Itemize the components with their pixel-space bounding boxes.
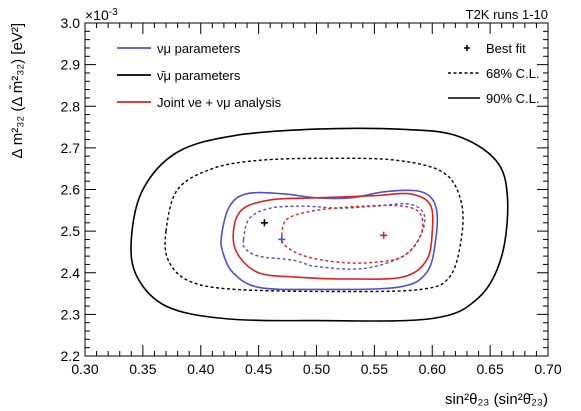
legend-series: νμ parameters ν̄μ parameters Joint νe + νμ…	[117, 41, 282, 110]
legend-label-parameters: ν̄μ parameters	[157, 68, 241, 83]
y-axis-ticks: 2.2 2.3 2.4 2.5 2.6 2.7 2.8 2.9 3.0	[61, 15, 548, 364]
best-fit-parameters	[260, 219, 268, 227]
x-tick-label: 0.40	[187, 361, 214, 377]
contour-parameters-68cl	[242, 203, 426, 270]
y-exponent-label: ×10-3	[85, 7, 118, 23]
plot-frame	[84, 22, 549, 357]
legend-label-90-c-l: 90% C.L.	[486, 91, 539, 106]
contour-parameters-90cl	[220, 189, 439, 291]
y-tick-label: 2.2	[61, 348, 81, 364]
y-tick-label: 2.8	[61, 98, 81, 114]
y-tick-label: 2.6	[61, 182, 81, 198]
x-tick-label: 0.65	[477, 361, 504, 377]
x-tick-label: 0.30	[71, 361, 98, 377]
best-fit-markers	[260, 219, 388, 243]
legend-label-68-c-l: 68% C.L.	[486, 66, 539, 81]
legend-label-joint-e-analysis: Joint νe + νμ analysis	[157, 95, 282, 110]
legend-styles: Best fit 68% C.L. 90% C.L.	[448, 41, 539, 106]
legend-marker-best-fit	[464, 45, 470, 51]
y-tick-label: 3.0	[61, 15, 81, 31]
x-tick-label: 0.55	[361, 361, 388, 377]
contour-parameters-68cl	[164, 157, 464, 293]
x-tick-label: 0.60	[419, 361, 446, 377]
y-tick-label: 2.3	[61, 306, 81, 322]
y-tick-label: 2.7	[61, 140, 81, 156]
x-tick-label: 0.35	[129, 361, 156, 377]
y-axis-label: Δ m²₃₂ (Δ m̄²₃₂) [eV²]	[9, 23, 26, 159]
legend-label-best-fit: Best fit	[486, 41, 526, 56]
x-axis-ticks: 0.30 0.35 0.40 0.45 0.50 0.55 0.60 0.65 0.70	[71, 23, 562, 377]
contour-joint-e-analysis-68cl	[280, 204, 424, 264]
best-fit-joint-e-analysis	[380, 231, 388, 239]
contour-joint-e-analysis-90cl	[232, 192, 434, 280]
y-exponent-power: -3	[109, 7, 118, 18]
x-tick-label: 0.45	[245, 361, 272, 377]
y-tick-label: 2.9	[61, 57, 81, 73]
contour-parameters-90cl	[130, 127, 509, 322]
x-tick-label: 0.70	[534, 361, 561, 377]
x-tick-label: 0.50	[303, 361, 330, 377]
contours-layer	[130, 127, 509, 322]
y-tick-label: 2.5	[61, 223, 81, 239]
x-axis-label: sin²θ₂₃ (sin²θ̄₂₃)	[445, 391, 548, 408]
chart-annotation: T2K runs 1-10	[466, 7, 548, 22]
legend-label-parameters: νμ parameters	[157, 41, 241, 56]
best-fit-parameters	[278, 235, 286, 243]
y-tick-label: 2.4	[61, 265, 81, 281]
y-exponent-base: ×10	[85, 7, 109, 23]
